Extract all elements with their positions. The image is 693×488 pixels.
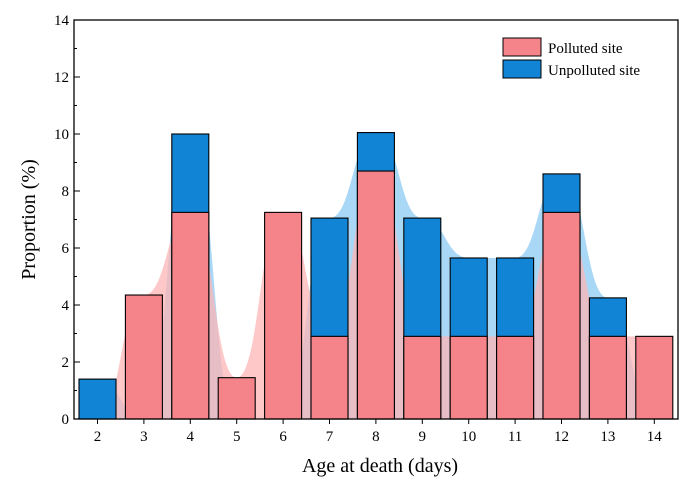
bar-polluted-site-6 — [264, 211, 303, 420]
x-axis-title: Age at death (days) — [302, 455, 458, 477]
x-tick-label: 13 — [600, 429, 615, 445]
bar-polluted-site-9 — [403, 335, 442, 420]
y-tick-label: 2 — [62, 355, 70, 371]
x-tick-label: 8 — [372, 429, 380, 445]
x-tick-label: 4 — [187, 429, 195, 445]
y-tick-label: 14 — [54, 13, 70, 29]
bar-polluted-site-11 — [496, 335, 535, 420]
x-tick-label: 12 — [554, 429, 569, 445]
bar-polluted-site-13 — [588, 335, 627, 420]
x-tick-label: 9 — [419, 429, 427, 445]
y-tick-label: 0 — [62, 412, 70, 428]
legend-label-polluted: Polluted site — [548, 41, 623, 57]
bar-polluted-site-10 — [449, 335, 488, 420]
y-tick-label: 12 — [54, 70, 69, 86]
y-tick-label: 10 — [54, 127, 69, 143]
x-tick-label: 14 — [647, 429, 663, 445]
y-axis-title: Proportion (%) — [18, 159, 40, 280]
x-tick-label: 2 — [94, 429, 102, 445]
bar-polluted-site-3 — [124, 294, 163, 420]
bars — [78, 132, 674, 420]
bar-polluted-site-4 — [171, 211, 210, 420]
legend: Polluted site Unpolluted site — [502, 37, 640, 79]
x-tick-label: 10 — [461, 429, 476, 445]
y-tick-label: 8 — [62, 184, 70, 200]
y-axis: 0 2 4 6 8 10 12 14 — [54, 13, 80, 428]
x-axis: 2 3 4 5 6 7 8 9 10 11 12 13 14 — [94, 419, 663, 445]
y-tick-label: 4 — [62, 298, 70, 314]
bar-polluted-site-14 — [635, 335, 674, 420]
bar-polluted-site-8 — [356, 170, 395, 420]
x-tick-label: 3 — [140, 429, 148, 445]
legend-swatch-polluted — [502, 37, 542, 57]
legend-swatch-unpolluted — [502, 59, 542, 79]
bar-unpolluted-site-2 — [78, 378, 117, 420]
legend-label-unpolluted: Unpolluted site — [548, 63, 640, 79]
y-tick-label: 6 — [62, 241, 70, 257]
bar-polluted-site-7 — [310, 335, 349, 420]
bar-polluted-site-5 — [217, 377, 256, 420]
x-tick-label: 7 — [326, 429, 334, 445]
bar-polluted-site-12 — [542, 211, 581, 420]
x-tick-label: 5 — [233, 429, 241, 445]
x-tick-label: 11 — [508, 429, 522, 445]
x-tick-label: 6 — [279, 429, 287, 445]
